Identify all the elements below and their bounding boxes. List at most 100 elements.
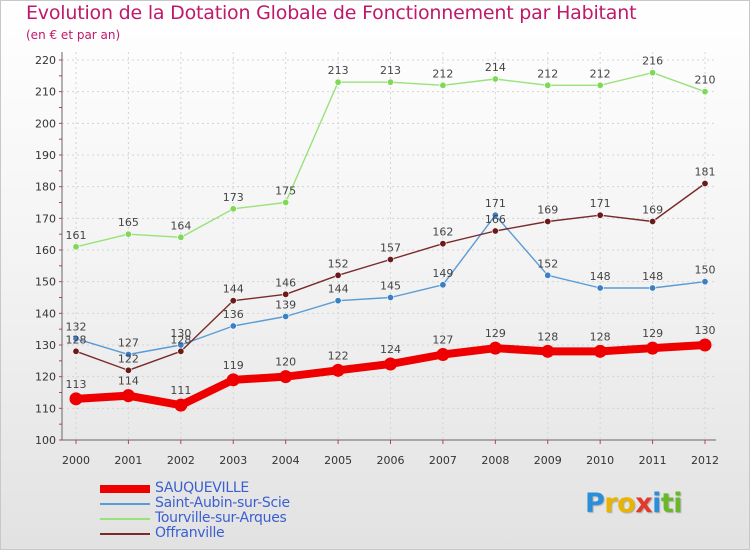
data-label: 169 <box>642 204 663 217</box>
y-tick-label: 200 <box>35 117 56 130</box>
data-point <box>646 341 660 355</box>
data-label: 152 <box>328 257 349 270</box>
data-point <box>544 81 552 89</box>
data-label: 216 <box>642 55 663 68</box>
logo-letter: t <box>660 488 674 519</box>
data-label: 144 <box>223 283 244 296</box>
x-tick-label: 2008 <box>481 454 509 467</box>
legend-item: SAUQUEVILLE <box>100 480 360 497</box>
x-tick-label: 2003 <box>219 454 247 467</box>
data-label: 212 <box>590 67 611 80</box>
y-tick-label: 160 <box>35 244 56 257</box>
data-point <box>386 255 394 263</box>
data-point <box>72 335 80 343</box>
data-label: 127 <box>118 337 139 350</box>
data-point <box>384 357 397 371</box>
x-tick-label: 2006 <box>377 454 405 467</box>
data-label: 111 <box>170 384 191 397</box>
data-label: 169 <box>537 204 558 217</box>
data-label: 212 <box>537 67 558 80</box>
x-tick-label: 2002 <box>167 454 195 467</box>
x-tick-label: 2007 <box>429 454 457 467</box>
data-point <box>491 211 499 219</box>
x-tick-label: 2005 <box>324 454 352 467</box>
data-point <box>439 81 447 89</box>
x-tick-label: 2012 <box>691 454 719 467</box>
data-point <box>701 278 709 286</box>
data-label: 175 <box>275 185 296 198</box>
data-point <box>544 271 552 279</box>
data-point <box>72 347 80 355</box>
data-label: 152 <box>537 257 558 270</box>
data-point <box>72 243 80 251</box>
data-label: 128 <box>590 330 611 343</box>
data-point <box>488 341 502 355</box>
y-tick-label: 120 <box>35 371 56 384</box>
data-point <box>593 344 607 358</box>
data-point <box>121 389 135 403</box>
legend-item: Saint-Aubin-sur-Scie <box>100 495 360 512</box>
legend-label: SAUQUEVILLE <box>155 480 249 496</box>
logo-letter: P <box>585 488 605 519</box>
data-label: 119 <box>223 359 244 372</box>
data-label: 114 <box>118 375 139 388</box>
data-label: 136 <box>223 308 244 321</box>
x-tick-label: 2001 <box>114 454 142 467</box>
data-point <box>439 240 447 248</box>
data-point <box>229 297 237 305</box>
data-label: 129 <box>642 327 663 340</box>
y-tick-label: 190 <box>35 149 56 162</box>
data-label: 213 <box>328 64 349 77</box>
data-label: 171 <box>590 197 611 210</box>
data-label: 128 <box>66 333 87 346</box>
y-tick-label: 130 <box>35 339 56 352</box>
data-point <box>386 293 394 301</box>
data-point <box>124 350 132 358</box>
data-point <box>698 338 712 352</box>
legend-swatch <box>100 485 150 493</box>
data-label: 166 <box>485 213 506 226</box>
x-tick-label: 2011 <box>639 454 667 467</box>
data-point <box>596 211 604 219</box>
y-tick-label: 210 <box>35 86 56 99</box>
legend-label: Tourville-sur-Arques <box>155 510 287 526</box>
data-point <box>124 230 132 238</box>
data-point <box>279 370 293 384</box>
data-point <box>649 284 657 292</box>
proxiti-logo: Proxiti <box>585 488 683 519</box>
data-point <box>229 205 237 213</box>
y-tick-label: 220 <box>35 54 56 67</box>
data-point <box>282 312 290 320</box>
data-point <box>649 69 657 77</box>
data-label: 122 <box>328 349 349 362</box>
data-label: 149 <box>432 267 453 280</box>
data-point <box>596 81 604 89</box>
logo-letter: x <box>635 488 653 519</box>
data-label: 144 <box>328 283 349 296</box>
data-label: 127 <box>432 334 453 347</box>
data-point <box>649 218 657 226</box>
data-point <box>331 363 345 377</box>
x-tick-label: 2004 <box>272 454 300 467</box>
y-tick-label: 100 <box>35 434 56 447</box>
data-point <box>334 297 342 305</box>
data-label: 122 <box>118 352 139 365</box>
data-label: 164 <box>170 219 191 232</box>
legend-swatch <box>100 518 150 520</box>
data-point <box>491 227 499 235</box>
data-label: 213 <box>380 64 401 77</box>
data-label: 130 <box>170 327 191 340</box>
data-point <box>544 218 552 226</box>
data-point <box>69 392 83 406</box>
data-label: 212 <box>432 67 453 80</box>
logo-letter: o <box>617 488 636 519</box>
data-label: 173 <box>223 191 244 204</box>
data-point <box>229 322 237 330</box>
data-point <box>386 78 394 86</box>
data-point <box>282 199 290 207</box>
data-point <box>701 88 709 96</box>
logo-letter: i <box>673 488 683 519</box>
data-label: 124 <box>380 343 401 356</box>
